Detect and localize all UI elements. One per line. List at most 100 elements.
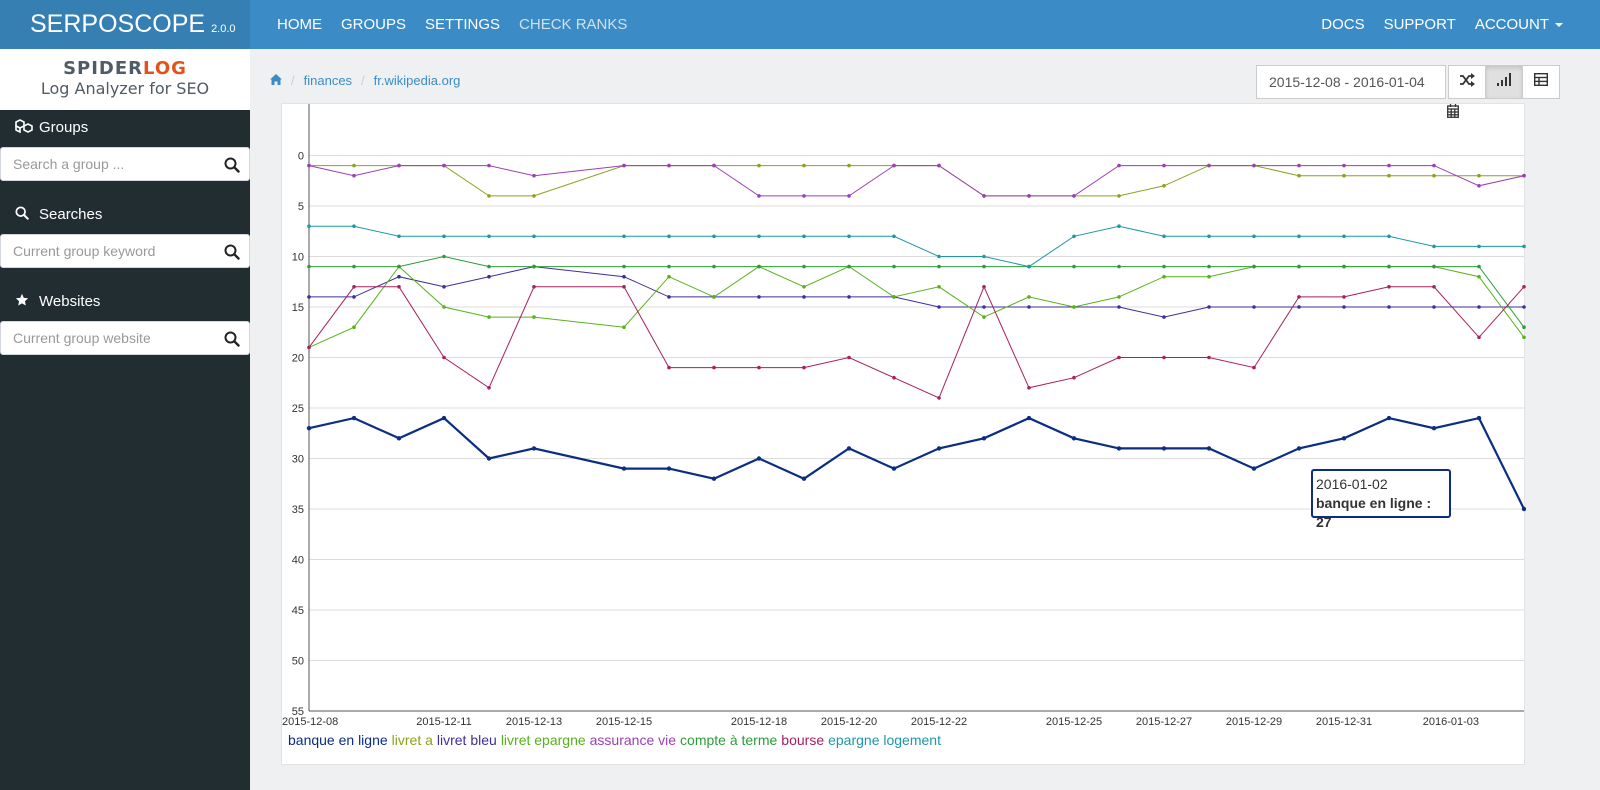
nav-docs[interactable]: DOCS bbox=[1321, 16, 1365, 33]
nav-settings[interactable]: SETTINGS bbox=[425, 16, 501, 33]
data-point bbox=[1027, 386, 1031, 390]
websites-title: Websites bbox=[39, 293, 101, 310]
data-point bbox=[937, 264, 941, 269]
breadcrumb-group-link[interactable]: finances bbox=[303, 73, 353, 88]
data-point bbox=[351, 415, 357, 421]
data-point bbox=[487, 234, 491, 239]
y-tick-label: 0 bbox=[298, 151, 304, 163]
breadcrumb-separator: / bbox=[291, 73, 295, 88]
data-point bbox=[352, 224, 356, 228]
breadcrumb-website-link[interactable]: fr.wikipedia.org bbox=[373, 73, 461, 88]
data-point bbox=[1207, 355, 1211, 360]
data-point bbox=[847, 264, 851, 269]
data-point bbox=[487, 163, 491, 168]
data-point bbox=[307, 163, 311, 168]
legend-livret-epargne[interactable]: livret epargne bbox=[500, 732, 586, 748]
data-point bbox=[1162, 163, 1166, 168]
data-point bbox=[1027, 305, 1031, 309]
websites-header: Websites bbox=[15, 293, 100, 310]
x-tick-label: 2016-01-03 bbox=[1423, 716, 1479, 728]
search-icon[interactable] bbox=[224, 157, 240, 173]
data-point bbox=[982, 315, 986, 319]
data-point bbox=[1387, 264, 1391, 269]
data-point bbox=[1477, 305, 1481, 309]
data-point bbox=[892, 264, 896, 269]
data-point bbox=[1387, 234, 1391, 239]
data-point bbox=[532, 264, 536, 269]
data-point bbox=[667, 274, 671, 279]
nav-groups[interactable]: GROUPS bbox=[341, 16, 407, 33]
data-point bbox=[756, 456, 762, 461]
data-point bbox=[1072, 305, 1076, 309]
tooltip-date: 2016-01-02 bbox=[1316, 476, 1388, 492]
legend-assurance-vie[interactable]: assurance vie bbox=[589, 732, 677, 748]
x-tick-label: 2015-12-08 bbox=[282, 716, 338, 728]
rank-chart: 0 5 10 15 20 25 30 35 40 45 50 55 2015-12-08 2015-12-… bbox=[281, 103, 1526, 765]
random-view-button[interactable] bbox=[1448, 65, 1486, 99]
nav-check-ranks[interactable]: CHECK RANKS bbox=[519, 16, 628, 33]
data-point bbox=[1432, 305, 1436, 309]
data-point bbox=[397, 264, 401, 269]
group-search-input[interactable] bbox=[1, 148, 211, 180]
data-point bbox=[1432, 285, 1436, 289]
data-point bbox=[936, 446, 942, 451]
data-point bbox=[802, 234, 806, 239]
legend-livret-a[interactable]: livret a bbox=[391, 732, 433, 748]
data-point bbox=[847, 295, 851, 299]
data-point bbox=[397, 163, 401, 168]
view-toggle-group bbox=[1448, 65, 1560, 99]
data-point bbox=[757, 295, 761, 299]
data-point bbox=[1432, 163, 1436, 168]
nav-account[interactable]: ACCOUNT bbox=[1475, 16, 1563, 33]
data-point bbox=[1072, 264, 1076, 269]
logo-spider: SPIDER bbox=[63, 58, 144, 79]
search-icon bbox=[15, 206, 33, 223]
date-range-input[interactable]: 2015-12-08 - 2016-01-04 bbox=[1256, 65, 1446, 99]
data-point bbox=[1027, 295, 1031, 299]
data-point bbox=[442, 234, 446, 239]
search-icon[interactable] bbox=[224, 331, 240, 347]
website-search-input[interactable] bbox=[1, 322, 211, 354]
data-point bbox=[667, 234, 671, 239]
legend-banque-en-ligne[interactable]: banque en ligne bbox=[288, 732, 388, 748]
app-brand[interactable]: SERPOSCOPE 2.0.0 bbox=[30, 10, 236, 39]
data-point bbox=[847, 234, 851, 239]
sidebar: SPIDERLOG Log Analyzer for SEO Groups Se… bbox=[0, 49, 250, 790]
data-point bbox=[442, 305, 446, 309]
data-point bbox=[1387, 285, 1391, 289]
data-point bbox=[531, 446, 537, 451]
table-view-button[interactable] bbox=[1522, 65, 1560, 99]
data-point bbox=[712, 264, 716, 269]
top-navbar: SERPOSCOPE 2.0.0 HOME GROUPS SETTINGS CHE… bbox=[0, 0, 1600, 49]
data-point bbox=[1387, 173, 1391, 178]
search-icon[interactable] bbox=[224, 244, 240, 260]
groups-header: Groups bbox=[15, 119, 88, 136]
home-icon[interactable] bbox=[270, 73, 282, 88]
data-point bbox=[1117, 295, 1121, 299]
keyword-search-input[interactable] bbox=[1, 235, 211, 267]
data-point bbox=[306, 426, 312, 431]
chart-tooltip: 2016-01-02 banque en ligne : 27 bbox=[1311, 469, 1451, 530]
y-tick-label: 50 bbox=[292, 656, 304, 668]
legend-bourse[interactable]: bourse bbox=[781, 732, 825, 748]
legend-epargne-logement[interactable]: epargne logement bbox=[828, 732, 941, 748]
chart-view-button[interactable] bbox=[1485, 65, 1523, 99]
legend-compte-a-terme[interactable]: compte à terme bbox=[680, 732, 778, 748]
spiderlog-logo[interactable]: SPIDERLOG Log Analyzer for SEO bbox=[0, 49, 250, 110]
nav-support[interactable]: SUPPORT bbox=[1383, 16, 1456, 33]
nav-home[interactable]: HOME bbox=[277, 16, 322, 33]
data-point bbox=[532, 173, 536, 178]
calendar-icon[interactable] bbox=[1447, 104, 1459, 123]
star-icon bbox=[15, 293, 33, 310]
shuffle-icon bbox=[1459, 72, 1475, 92]
app-name[interactable]: SERPOSCOPE bbox=[30, 10, 206, 38]
data-point bbox=[712, 295, 716, 299]
data-point bbox=[1431, 426, 1437, 431]
legend-livret-bleu[interactable]: livret bleu bbox=[436, 732, 497, 748]
data-point bbox=[982, 194, 986, 198]
data-point bbox=[397, 234, 401, 239]
data-point bbox=[847, 194, 851, 198]
chart-legend: banque en ligne livret a livret bleu liv… bbox=[288, 732, 945, 748]
x-tick-label: 2015-12-20 bbox=[821, 716, 877, 728]
data-point bbox=[1162, 274, 1166, 279]
